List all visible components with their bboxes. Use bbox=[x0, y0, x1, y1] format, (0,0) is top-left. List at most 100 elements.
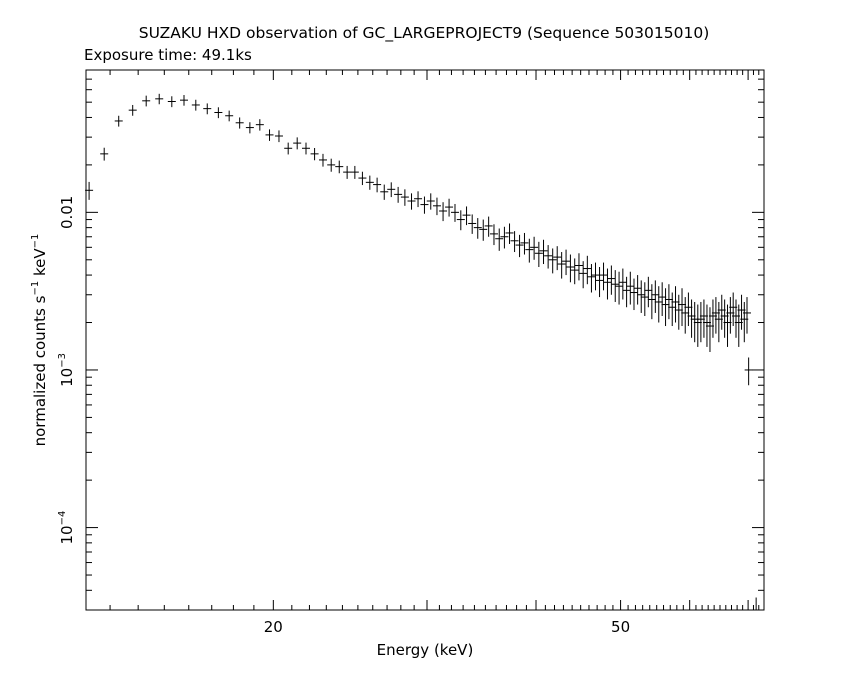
y-tick-label-base: 10 bbox=[58, 525, 76, 544]
data-point bbox=[350, 165, 359, 179]
data-point bbox=[373, 177, 382, 193]
data-point bbox=[387, 182, 396, 198]
y-axis-ticks bbox=[86, 69, 764, 611]
data-point bbox=[599, 262, 608, 291]
data-point bbox=[445, 198, 454, 217]
data-point bbox=[301, 142, 310, 155]
plot-frame bbox=[85, 69, 765, 611]
reference-cross bbox=[746, 597, 763, 611]
y-tick-label: 10−4 bbox=[57, 511, 76, 545]
data-point bbox=[426, 193, 435, 210]
data-point bbox=[274, 130, 283, 143]
data-point bbox=[744, 357, 753, 386]
x-axis-ticks bbox=[109, 70, 760, 610]
data-point bbox=[579, 261, 588, 289]
data-point bbox=[380, 184, 389, 200]
data-point bbox=[583, 255, 592, 285]
data-point bbox=[114, 115, 123, 127]
data-point bbox=[654, 286, 663, 323]
data-point bbox=[400, 189, 409, 206]
data-point bbox=[629, 278, 638, 311]
data-point bbox=[515, 234, 524, 258]
data-point bbox=[510, 231, 519, 253]
data-point bbox=[520, 232, 529, 255]
y-axis-label-exp1: −1 bbox=[30, 281, 41, 296]
data-point bbox=[603, 268, 612, 300]
y-tick-label: 10−3 bbox=[57, 353, 76, 387]
data-point bbox=[225, 110, 234, 122]
data-point bbox=[439, 202, 448, 222]
data-point bbox=[327, 158, 336, 172]
data-point bbox=[203, 103, 212, 115]
data-point bbox=[644, 276, 653, 308]
data-point bbox=[548, 248, 557, 274]
y-axis-label-main: normalized counts s bbox=[31, 295, 49, 446]
data-point bbox=[640, 282, 649, 316]
data-point bbox=[265, 129, 274, 141]
y-tick-label: 0.01 bbox=[58, 196, 76, 229]
data-point bbox=[414, 191, 423, 208]
data-point bbox=[468, 214, 477, 234]
data-point bbox=[85, 181, 94, 200]
y-axis-label-exp2: −1 bbox=[30, 234, 41, 249]
data-point bbox=[607, 265, 616, 295]
data-point bbox=[544, 245, 553, 269]
y-axis-label: normalized counts s−1 keV−1 bbox=[30, 234, 49, 447]
data-point bbox=[553, 246, 562, 271]
data-point bbox=[525, 238, 534, 263]
data-point bbox=[633, 275, 642, 305]
data-point bbox=[562, 249, 571, 276]
data-point bbox=[479, 219, 488, 241]
data-point bbox=[500, 226, 509, 249]
y-axis-label-unit: keV bbox=[31, 248, 49, 281]
data-point bbox=[626, 271, 635, 305]
data-point bbox=[618, 268, 627, 300]
data-point bbox=[658, 282, 667, 316]
data-point bbox=[566, 254, 575, 283]
data-point bbox=[668, 292, 677, 327]
data-point bbox=[450, 203, 459, 222]
data-point bbox=[681, 297, 690, 334]
data-point bbox=[473, 218, 482, 239]
data-point bbox=[574, 253, 583, 281]
data-point bbox=[432, 197, 441, 216]
data-point bbox=[671, 286, 680, 323]
data-point bbox=[587, 264, 596, 293]
data-point bbox=[293, 137, 302, 150]
data-point bbox=[615, 271, 624, 305]
data-point bbox=[539, 239, 548, 265]
data-series bbox=[85, 93, 753, 386]
data-point bbox=[489, 224, 498, 246]
y-tick-label-exponent: −3 bbox=[57, 353, 68, 368]
data-point bbox=[343, 165, 352, 179]
data-point bbox=[534, 241, 543, 268]
data-point bbox=[318, 153, 327, 167]
x-axis-tick-labels: 20 50 bbox=[264, 618, 630, 636]
data-point bbox=[664, 284, 673, 320]
data-point bbox=[462, 206, 471, 226]
data-point bbox=[647, 284, 656, 320]
data-point bbox=[167, 96, 176, 108]
chart-subtitle: Exposure time: 49.1ks bbox=[84, 46, 252, 64]
data-point bbox=[128, 104, 137, 116]
data-point bbox=[456, 210, 465, 231]
data-point bbox=[622, 276, 631, 308]
x-tick-label: 50 bbox=[611, 618, 630, 636]
x-tick-label: 20 bbox=[264, 618, 283, 636]
data-point bbox=[179, 95, 188, 106]
y-tick-label-base: 0.01 bbox=[58, 196, 76, 229]
data-point bbox=[100, 147, 109, 161]
y-tick-label-exponent: −4 bbox=[57, 511, 68, 526]
data-point bbox=[484, 216, 493, 237]
data-point bbox=[661, 288, 670, 327]
data-point bbox=[310, 147, 319, 161]
data-point bbox=[743, 297, 752, 334]
y-tick-label-base: 10 bbox=[58, 368, 76, 387]
data-point bbox=[358, 171, 367, 186]
data-point bbox=[420, 196, 429, 214]
data-point bbox=[365, 175, 374, 190]
data-point bbox=[407, 193, 416, 210]
data-point bbox=[245, 122, 254, 134]
data-point bbox=[674, 294, 683, 330]
